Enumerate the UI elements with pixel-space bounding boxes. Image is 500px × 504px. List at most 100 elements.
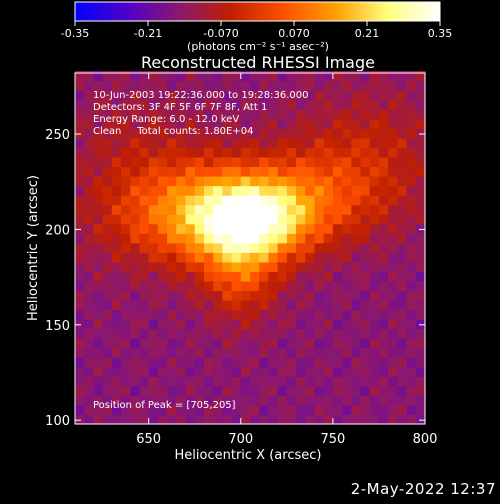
heatmap-cell <box>268 385 279 396</box>
heatmap-cell <box>323 385 334 396</box>
heatmap-cell <box>84 414 95 425</box>
heatmap-cell <box>259 195 270 206</box>
heatmap-cell <box>406 404 417 416</box>
heatmap-cell <box>121 195 131 206</box>
heatmap-cell <box>268 185 279 196</box>
heatmap-cell <box>185 223 196 234</box>
heatmap-cell <box>148 71 159 82</box>
heatmap-cell <box>213 71 223 82</box>
heatmap-cell <box>102 223 113 234</box>
heatmap-cell <box>93 80 104 91</box>
heatmap-cell <box>378 223 389 234</box>
heatmap-cell <box>397 233 408 244</box>
heatmap-cell <box>314 404 325 416</box>
heatmap-cell <box>378 156 389 168</box>
heatmap-cell <box>121 252 131 263</box>
heatmap-cell <box>351 242 362 253</box>
heatmap-cell <box>250 233 260 244</box>
heatmap-cell <box>406 385 417 396</box>
heatmap-cell <box>323 261 334 272</box>
heatmap-cell <box>157 271 168 282</box>
heatmap-cell <box>176 99 187 110</box>
heatmap-cell <box>259 185 270 196</box>
heatmap-cell <box>259 137 270 148</box>
heatmap-cell <box>388 309 398 320</box>
colorbar-unit-label: (photons cm⁻² s⁻¹ asec⁻²) <box>187 40 329 53</box>
heatmap-cell <box>360 357 371 368</box>
heatmap-cell <box>93 214 104 225</box>
colorbar: -0.35 -0.21 -0.070 0.070 0.21 0.35 (photons c… <box>61 1 452 53</box>
heatmap-cell <box>406 147 417 158</box>
heatmap-cell <box>121 404 131 416</box>
heatmap-cell <box>259 99 270 110</box>
heatmap-cell <box>139 328 150 339</box>
heatmap-cell <box>378 90 389 101</box>
heatmap-cell <box>388 300 398 311</box>
heatmap-cell <box>111 271 122 282</box>
heatmap-cell <box>406 166 417 177</box>
heatmap-cell <box>351 338 362 349</box>
heatmap-cell <box>148 90 159 101</box>
heatmap-cell <box>342 195 352 206</box>
heatmap-cell <box>332 366 343 377</box>
heatmap-cell <box>406 414 417 425</box>
heatmap-cell <box>203 395 214 406</box>
heatmap-cell <box>75 280 85 292</box>
heatmap-cell <box>277 385 288 396</box>
heatmap-cell <box>102 271 113 282</box>
heatmap-cell <box>268 328 279 339</box>
heatmap-cell <box>369 261 380 272</box>
heatmap-cell <box>240 290 251 301</box>
heatmap-cell <box>286 185 297 196</box>
heatmap-cell <box>231 366 242 377</box>
heatmap-cell <box>286 309 297 320</box>
heatmap-cell <box>360 233 371 244</box>
heatmap-cell <box>305 128 316 139</box>
heatmap-cell <box>369 347 380 358</box>
y-tick-label: 200 <box>45 223 70 238</box>
heatmap-cell <box>360 166 371 177</box>
heatmap-cell <box>415 214 426 225</box>
heatmap-cell <box>185 376 196 387</box>
heatmap-cell <box>305 366 316 377</box>
heatmap-cell <box>305 404 316 416</box>
heatmap-cell <box>240 176 251 187</box>
heatmap-cell <box>121 385 131 396</box>
heatmap-cell <box>102 347 113 358</box>
heatmap-cell <box>93 204 104 215</box>
heatmap-cell <box>139 71 150 82</box>
heatmap-cell <box>388 128 398 139</box>
heatmap-cell <box>139 404 150 416</box>
heatmap-cell <box>75 300 85 311</box>
heatmap-cell <box>314 271 325 282</box>
heatmap-cell <box>203 156 214 168</box>
heatmap-cell <box>305 195 316 206</box>
heatmap-cell <box>176 90 187 101</box>
heatmap-cell <box>406 118 417 129</box>
heatmap-cell <box>231 385 242 396</box>
heatmap-cell <box>176 261 187 272</box>
heatmap-cell <box>194 109 205 120</box>
heatmap-cell <box>415 147 426 158</box>
heatmap-cell <box>75 357 85 368</box>
heatmap-cell <box>185 99 196 110</box>
heatmap-cell <box>93 176 104 187</box>
heatmap-cell <box>84 347 95 358</box>
heatmap-cell <box>250 118 260 129</box>
heatmap-cell <box>93 300 104 311</box>
heatmap-cell <box>332 156 343 168</box>
heatmap-cell <box>305 309 316 320</box>
heatmap-cell <box>111 328 122 339</box>
heatmap-cell <box>240 319 251 330</box>
heatmap-cell <box>268 214 279 225</box>
heatmap-cell <box>157 357 168 368</box>
heatmap-cell <box>84 147 95 158</box>
heatmap-cell <box>277 99 288 110</box>
heatmap-cell <box>148 128 159 139</box>
heatmap-cell <box>369 214 380 225</box>
heatmap-cell <box>130 233 141 244</box>
heatmap-cell <box>240 261 251 272</box>
heatmap-cell <box>351 376 362 387</box>
heatmap-cell <box>148 147 159 158</box>
heatmap-cell <box>314 204 325 215</box>
